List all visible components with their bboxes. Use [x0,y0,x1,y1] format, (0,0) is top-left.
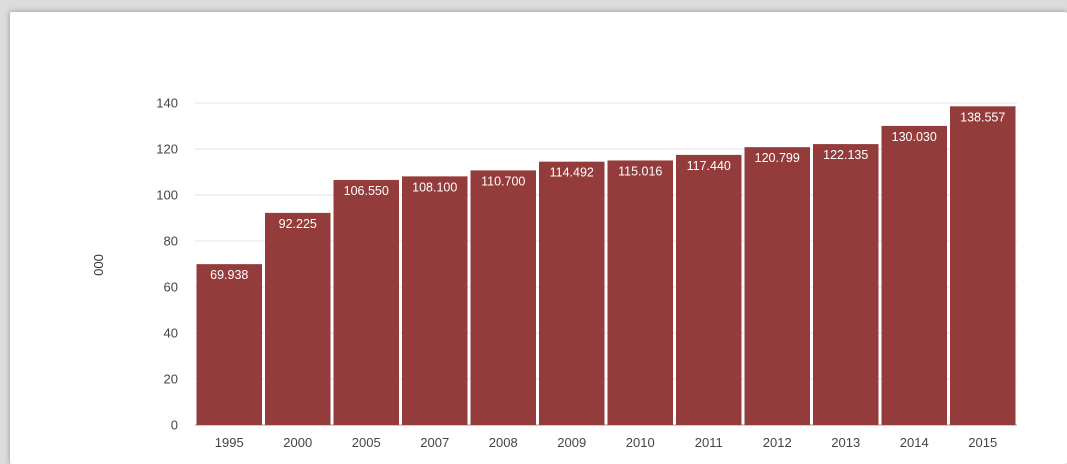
y-tick-label: 80 [164,234,178,249]
y-tick-label: 0 [171,418,178,433]
bars [196,106,1016,426]
bar-2012 [744,147,810,425]
x-tick-label: 2015 [968,435,997,450]
y-tick-label: 140 [156,96,178,111]
bar-2000 [265,212,331,425]
bar-value-label: 106.550 [344,184,389,198]
bar-2011 [676,154,742,425]
x-tick-label: 2000 [283,435,312,450]
x-tick-label: 2005 [352,435,381,450]
bar-value-label: 108.100 [412,180,457,194]
bar-value-label: 110.700 [481,174,525,188]
y-axis-ticks: 0 20 40 60 80 100 120 140 [156,96,178,433]
x-tick-label: 2009 [557,435,586,450]
y-tick-label: 60 [164,280,178,295]
y-tick-label: 20 [164,372,178,387]
y-tick-label: 100 [156,188,178,203]
bar-value-label: 114.492 [550,166,594,180]
y-tick-label: 40 [164,326,178,341]
bar-2009 [539,161,605,425]
bar-2013 [813,144,879,426]
bar-value-label: 115.016 [618,164,662,178]
bar-value-label: 138.557 [960,110,1005,124]
x-axis-ticks: 1995 2000 2005 2007 2008 2009 2010 2011 2012 2013… [215,435,997,450]
bar-2005 [333,179,399,425]
x-tick-label: 2011 [695,435,723,450]
bar-2007 [402,176,468,425]
x-tick-label: 2010 [626,435,655,450]
bar-value-label: 122.135 [823,148,868,162]
x-tick-label: 2014 [900,435,929,450]
bar-2008 [470,170,536,425]
bar-2010 [607,160,673,425]
bar-2014 [881,125,947,425]
bar-value-label: 117.440 [687,159,731,173]
bar-value-label: 130.030 [892,130,937,144]
x-tick-label: 2007 [420,435,449,450]
bar-1995 [196,264,262,425]
bar-value-label: 69.938 [210,268,248,282]
bar-value-label: 92.225 [279,217,317,231]
y-tick-label: 120 [156,142,178,157]
y-axis-label: 000 [91,254,106,276]
gridlines [195,102,1017,426]
bar-value-label: 120.799 [755,151,800,165]
bar-2015 [950,106,1016,425]
bar-value-labels: 69.938 92.225 106.550 108.100 110.700 114.492… [210,110,1005,282]
x-tick-label: 2012 [763,435,792,450]
x-tick-label: 2008 [489,435,518,450]
x-tick-label: 2013 [831,435,860,450]
x-tick-label: 1995 [215,435,244,450]
